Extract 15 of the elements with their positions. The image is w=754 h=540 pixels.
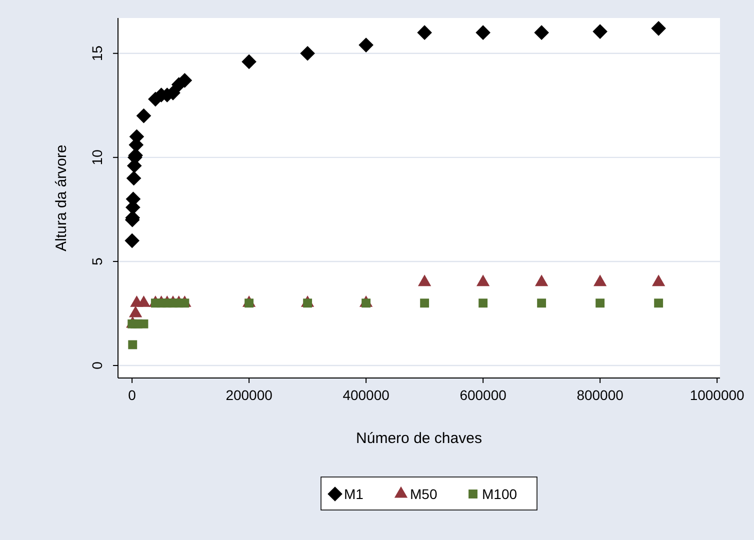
legend-label: M1 xyxy=(344,486,364,502)
x-tick-label: 0 xyxy=(128,387,136,403)
y-tick-label: 10 xyxy=(89,149,105,166)
y-tick-label: 15 xyxy=(89,45,105,62)
x-tick-label: 800000 xyxy=(576,387,624,403)
x-tick-label: 600000 xyxy=(460,387,507,403)
x-tick-label: 200000 xyxy=(226,387,273,403)
x-axis-title: Número de chaves xyxy=(356,430,482,447)
legend-label: M100 xyxy=(482,486,518,502)
y-axis-title: Altura da árvore xyxy=(53,144,70,252)
x-tick-label: 400000 xyxy=(342,387,390,403)
y-tick-label: 0 xyxy=(89,361,105,370)
x-tick-label: 1000000 xyxy=(690,387,745,403)
legend-label: M50 xyxy=(410,486,438,502)
y-tick-label: 5 xyxy=(89,257,105,266)
